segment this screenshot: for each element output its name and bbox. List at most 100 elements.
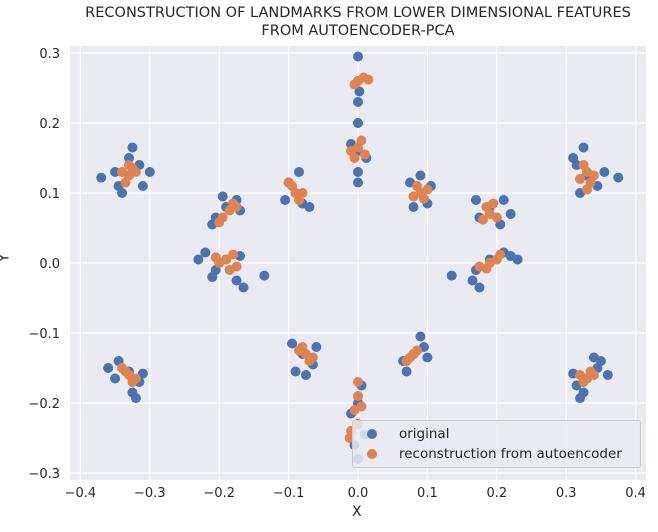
original-point xyxy=(467,275,478,286)
reconstruction-point xyxy=(353,391,363,401)
reconstruction-point xyxy=(228,249,239,260)
original-point xyxy=(144,167,155,177)
reconstruction-point xyxy=(585,366,596,377)
original-point xyxy=(217,191,228,202)
original-point xyxy=(280,195,291,205)
original-point xyxy=(446,270,457,281)
reconstruction-point xyxy=(477,214,488,225)
reconstruction-point xyxy=(224,265,235,275)
x-tick-label: 0.2 xyxy=(486,486,507,501)
original-point xyxy=(353,97,363,107)
original-point xyxy=(353,177,363,188)
original-point xyxy=(123,153,134,163)
reconstruction-point xyxy=(422,184,433,195)
y-tick-label: −0.1 xyxy=(28,327,60,342)
original-point xyxy=(290,366,301,377)
reconstruction-point xyxy=(408,349,419,359)
legend-label-reconstruction: reconstruction from autoencoder xyxy=(399,446,622,462)
x-tick-label: 0.4 xyxy=(625,486,646,501)
reconstruction-point xyxy=(582,184,593,195)
reconstruction-point xyxy=(349,153,360,163)
original-point xyxy=(193,254,204,265)
x-tick-label: −0.1 xyxy=(273,486,305,501)
reconstruction-point xyxy=(578,160,589,170)
original-point xyxy=(137,368,148,379)
legend: original reconstruction from autoencoder xyxy=(352,420,641,468)
reconstruction-point xyxy=(120,177,131,188)
reconstruction-point xyxy=(231,202,242,212)
tick-labels: −0.4 −0.3 −0.2 −0.1 0.0 0.1 0.2 0.3 0.4 −0.3 −0.2 −… xyxy=(28,47,646,501)
reconstruction-point xyxy=(214,217,225,228)
reconstruction-point xyxy=(491,212,502,223)
original-point xyxy=(575,393,586,404)
reconstruction-point xyxy=(123,160,134,170)
original-point xyxy=(353,167,363,177)
y-tick-label: −0.2 xyxy=(28,397,60,412)
x-axis-label: X xyxy=(352,504,362,520)
original-point xyxy=(231,275,242,286)
reconstruction-point xyxy=(210,252,221,263)
reconstruction-point xyxy=(349,79,360,90)
reconstruction-point xyxy=(359,149,370,160)
original-point xyxy=(505,209,516,219)
original-point xyxy=(408,202,419,212)
original-point xyxy=(311,342,322,352)
reconstruction-point xyxy=(495,249,506,260)
original-point xyxy=(110,167,121,177)
y-tick-label: −0.3 xyxy=(28,467,60,482)
reconstruction-point xyxy=(297,188,308,198)
original-point xyxy=(568,153,579,163)
original-point xyxy=(300,370,311,380)
reconstruction-point xyxy=(283,177,294,188)
reconstruction-point xyxy=(411,181,422,191)
original-point xyxy=(96,172,107,183)
reconstruction-point xyxy=(418,193,429,204)
original-point xyxy=(117,188,128,198)
reconstruction-point xyxy=(588,170,599,181)
original-point xyxy=(287,338,298,349)
original-point xyxy=(130,393,141,404)
reconstruction-point xyxy=(117,363,128,373)
original-point xyxy=(238,282,249,293)
original-point xyxy=(354,86,365,97)
original-point xyxy=(602,370,613,380)
legend-marker-reconstruction xyxy=(367,449,377,459)
x-tick-label: 0.1 xyxy=(417,486,438,501)
original-point xyxy=(259,270,270,281)
original-point xyxy=(588,352,599,363)
series-reconstruction xyxy=(117,72,599,443)
original-point xyxy=(415,170,426,181)
reconstruction-point xyxy=(401,356,412,366)
original-point xyxy=(294,167,305,177)
legend-label-original: original xyxy=(399,426,450,442)
reconstruction-point xyxy=(575,370,586,380)
original-point xyxy=(415,331,426,342)
legend-item-reconstruction: reconstruction from autoencoder xyxy=(367,445,622,463)
original-point xyxy=(401,366,412,377)
x-tick-label: −0.2 xyxy=(203,486,235,501)
y-tick-label: 0.3 xyxy=(39,47,60,62)
original-point xyxy=(353,51,363,62)
legend-marker-original xyxy=(367,429,377,439)
reconstruction-point xyxy=(408,191,419,202)
original-point xyxy=(110,373,121,384)
reconstruction-point xyxy=(130,373,141,384)
reconstruction-point xyxy=(130,167,141,177)
y-tick-label: 0.0 xyxy=(39,257,60,272)
x-tick-label: −0.3 xyxy=(134,486,166,501)
reconstruction-point xyxy=(353,377,363,387)
original-point xyxy=(474,282,485,293)
y-tick-label: 0.1 xyxy=(39,187,60,202)
x-tick-label: 0.3 xyxy=(556,486,577,501)
original-point xyxy=(578,142,589,153)
original-point xyxy=(127,142,138,153)
reconstruction-point xyxy=(297,342,308,352)
legend-item-original: original xyxy=(367,425,449,443)
data-points xyxy=(96,51,624,464)
original-point xyxy=(470,195,481,205)
original-point xyxy=(137,181,148,191)
original-point xyxy=(512,254,523,265)
original-point xyxy=(207,272,218,282)
original-point xyxy=(200,247,211,258)
